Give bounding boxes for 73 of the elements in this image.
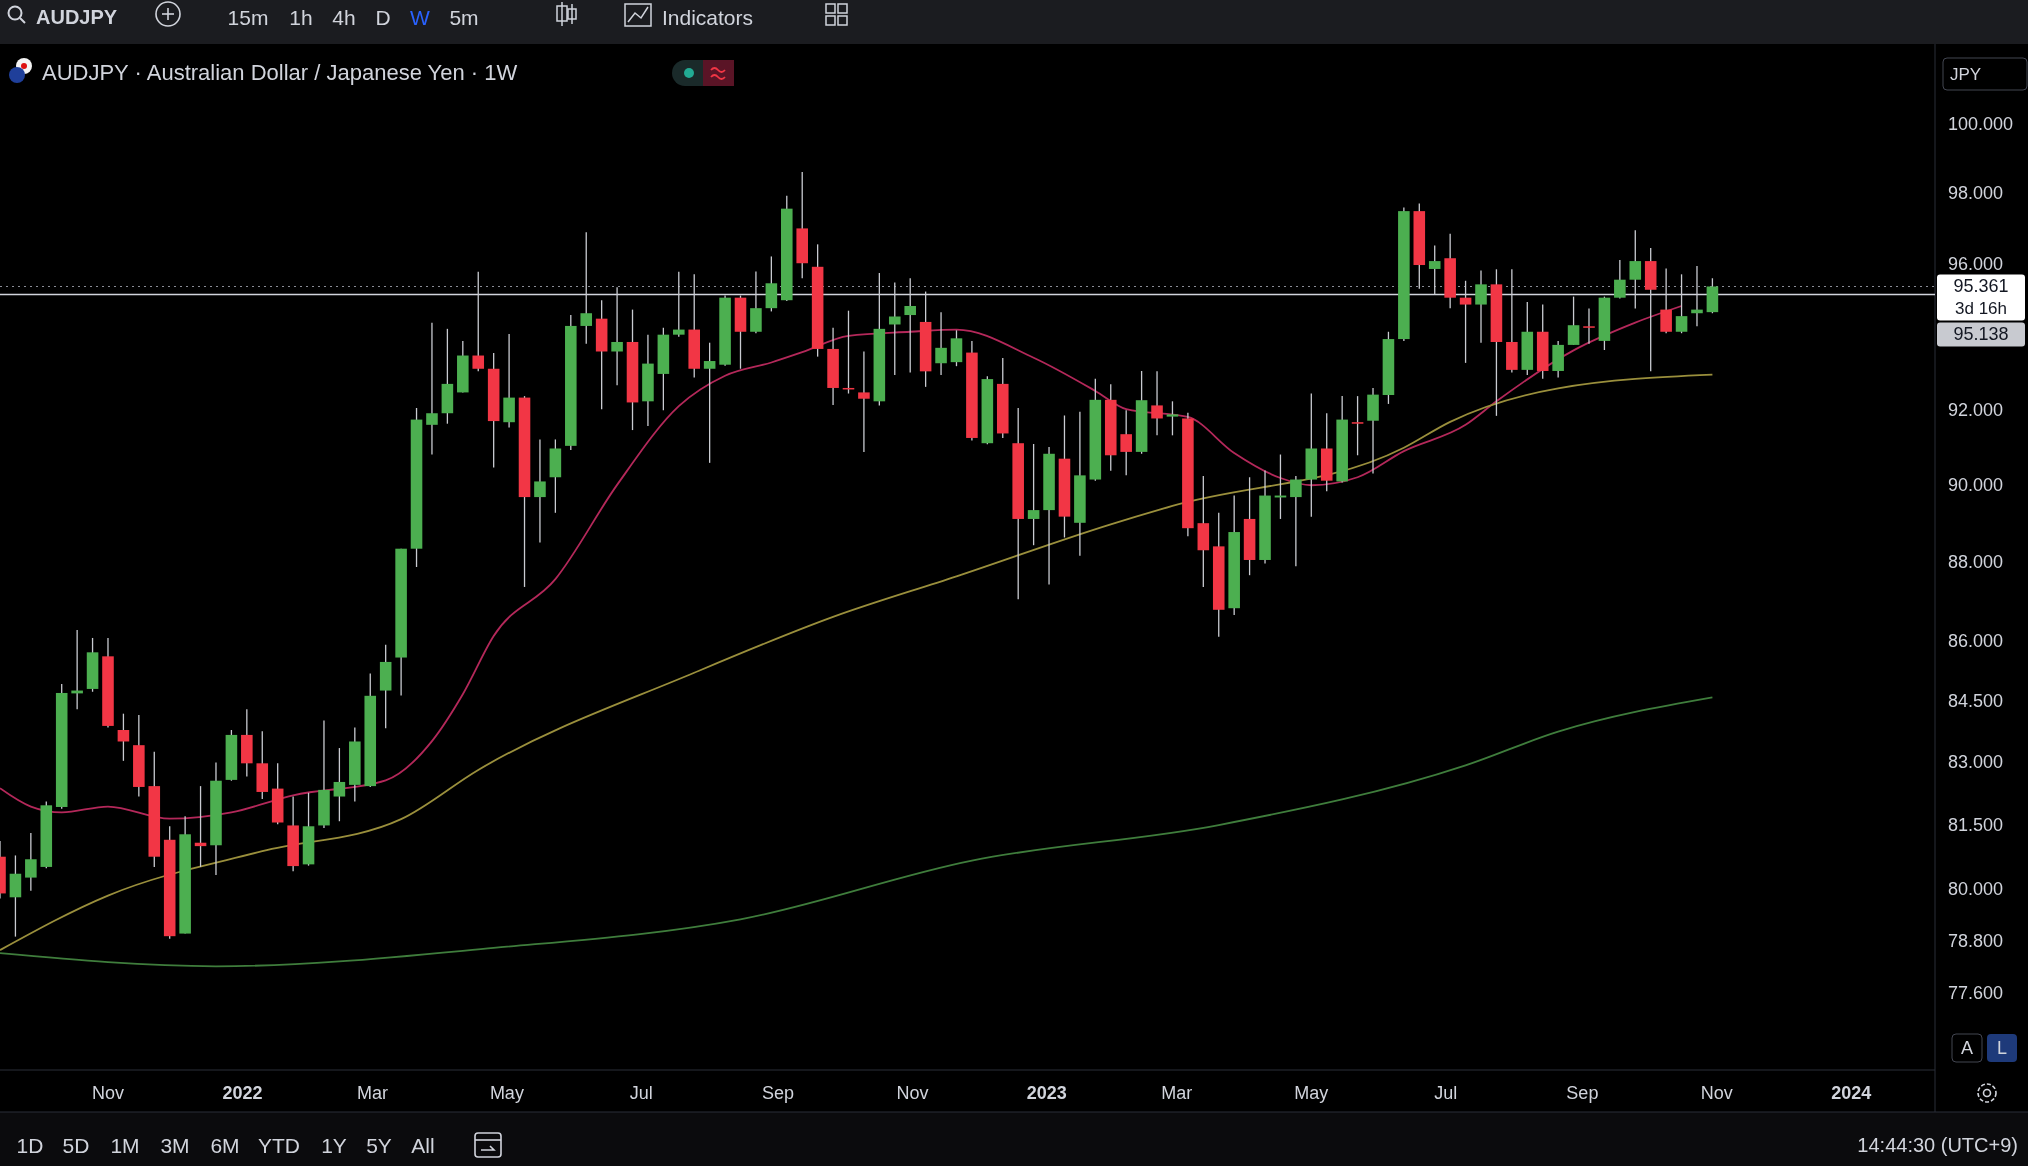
y-tick-label: 78.800 xyxy=(1948,930,2004,951)
candlestick xyxy=(703,342,716,464)
line-series xyxy=(0,696,1714,968)
candlestick xyxy=(858,350,870,453)
x-tick-label: Nov xyxy=(896,1083,929,1103)
y-tick-label: 92.000 xyxy=(1948,399,2004,420)
text: All xyxy=(411,1133,435,1157)
text: 14:44:30 (UTC+9) xyxy=(1857,1134,2018,1156)
x-tick-label: Jul xyxy=(629,1083,653,1103)
text: 4h xyxy=(332,5,356,29)
text: 3d 16h xyxy=(1955,298,2007,318)
text: 15m xyxy=(227,5,269,29)
x-tick-label: Nov xyxy=(91,1083,124,1103)
x-tick-label: May xyxy=(1294,1083,1329,1103)
candlestick xyxy=(1166,400,1179,436)
x-tick-label: Sep xyxy=(1566,1083,1599,1103)
y-tick-label: 80.000 xyxy=(1948,878,2004,899)
line-series xyxy=(0,373,1714,952)
x-tick-label: 2023 xyxy=(1026,1083,1067,1103)
x-tick-label: 2024 xyxy=(1831,1083,1872,1103)
candlestick xyxy=(117,713,130,762)
y-tick-label: 86.000 xyxy=(1948,630,2004,651)
text: 3M xyxy=(160,1133,190,1157)
y-tick-label: 88.000 xyxy=(1948,551,2004,572)
candlestick xyxy=(1351,395,1364,456)
y-tick-label: 84.500 xyxy=(1948,691,2004,712)
candlestick xyxy=(333,747,346,822)
x-tick-label: Sep xyxy=(761,1083,794,1103)
candlestick xyxy=(534,438,546,544)
line-series xyxy=(0,305,1683,820)
y-tick-label: 96.000 xyxy=(1948,253,2004,274)
text: 6M xyxy=(210,1133,240,1157)
candlestick xyxy=(9,854,22,938)
text: 1h xyxy=(289,5,313,29)
text: 5D xyxy=(62,1133,90,1157)
text: 5Y xyxy=(366,1133,392,1157)
y-tick-label: 83.000 xyxy=(1948,752,2004,773)
x-tick-label: Mar xyxy=(356,1083,388,1103)
candlestick xyxy=(1290,475,1302,567)
text: YTD xyxy=(258,1133,300,1157)
text: 1D xyxy=(16,1133,44,1157)
text: 1Y xyxy=(321,1133,347,1157)
candlestick xyxy=(25,832,37,892)
text: Indicators xyxy=(662,5,754,29)
candlestick xyxy=(426,322,438,456)
text: L xyxy=(1996,1038,2008,1058)
y-tick-label: 100.000 xyxy=(1948,113,2014,134)
candlestick xyxy=(1027,443,1040,546)
text: AUDJPY · Australian Dollar / Japanese Yen · 1W xyxy=(42,59,518,85)
y-tick-label: 98.000 xyxy=(1948,182,2004,203)
x-tick-label: Mar xyxy=(1161,1083,1193,1103)
y-tick-label: 77.600 xyxy=(1948,983,2004,1004)
candlestick xyxy=(1151,370,1163,436)
x-tick-label: Jul xyxy=(1434,1083,1458,1103)
text: AUDJPY xyxy=(36,6,118,28)
text: JPY xyxy=(1950,64,1982,84)
ref-line-label: 95.361 xyxy=(1953,276,2009,297)
candlestick xyxy=(1567,295,1580,346)
x-tick-label: May xyxy=(489,1083,524,1103)
x-tick-label: Nov xyxy=(1700,1083,1733,1103)
text: 5m xyxy=(449,5,479,29)
ref-line-label: 95.138 xyxy=(1953,324,2009,345)
candlestick xyxy=(1583,307,1595,345)
text: D xyxy=(375,5,391,29)
text: W xyxy=(410,5,431,29)
text: A xyxy=(1960,1038,1974,1058)
y-tick-label: 81.500 xyxy=(1948,815,2004,836)
candlestick xyxy=(950,329,963,367)
text: 1M xyxy=(110,1133,140,1157)
candlestick xyxy=(935,311,947,376)
x-tick-label: 2022 xyxy=(222,1083,263,1103)
y-tick-label: 90.000 xyxy=(1948,474,2004,495)
candlestick xyxy=(1120,409,1132,477)
